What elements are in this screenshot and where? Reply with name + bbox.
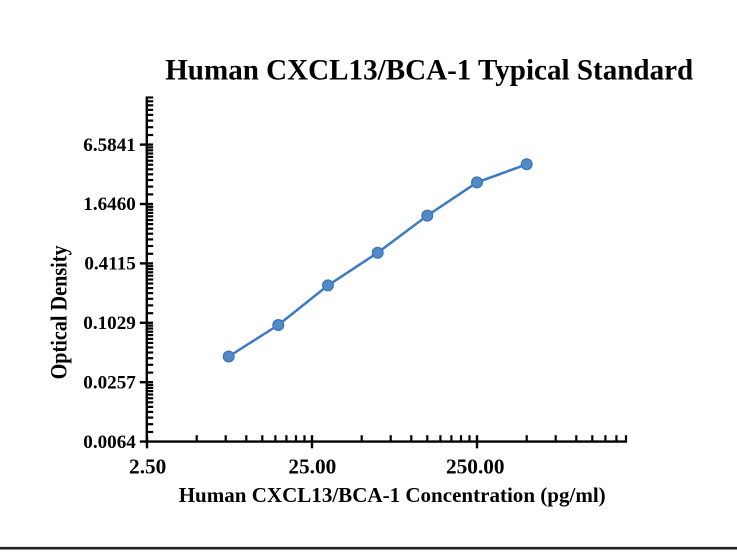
svg-text:250.00: 250.00 [446,454,505,478]
svg-text:0.4115: 0.4115 [84,254,135,275]
svg-text:0.1029: 0.1029 [83,313,136,334]
svg-text:6.5841: 6.5841 [83,135,136,156]
svg-text:Human CXCL13/BCA-1 Concentrati: Human CXCL13/BCA-1 Concentration (pg/ml) [179,483,606,507]
svg-text:0.0064: 0.0064 [83,432,136,453]
svg-text:2.50: 2.50 [129,454,166,478]
svg-text:Optical Density: Optical Density [47,245,72,379]
svg-text:0.0257: 0.0257 [83,372,136,393]
svg-text:25.00: 25.00 [288,454,336,478]
svg-text:Human CXCL13/BCA-1 Typical Sta: Human CXCL13/BCA-1 Typical Standard [165,55,694,87]
svg-text:1.6460: 1.6460 [83,194,136,215]
